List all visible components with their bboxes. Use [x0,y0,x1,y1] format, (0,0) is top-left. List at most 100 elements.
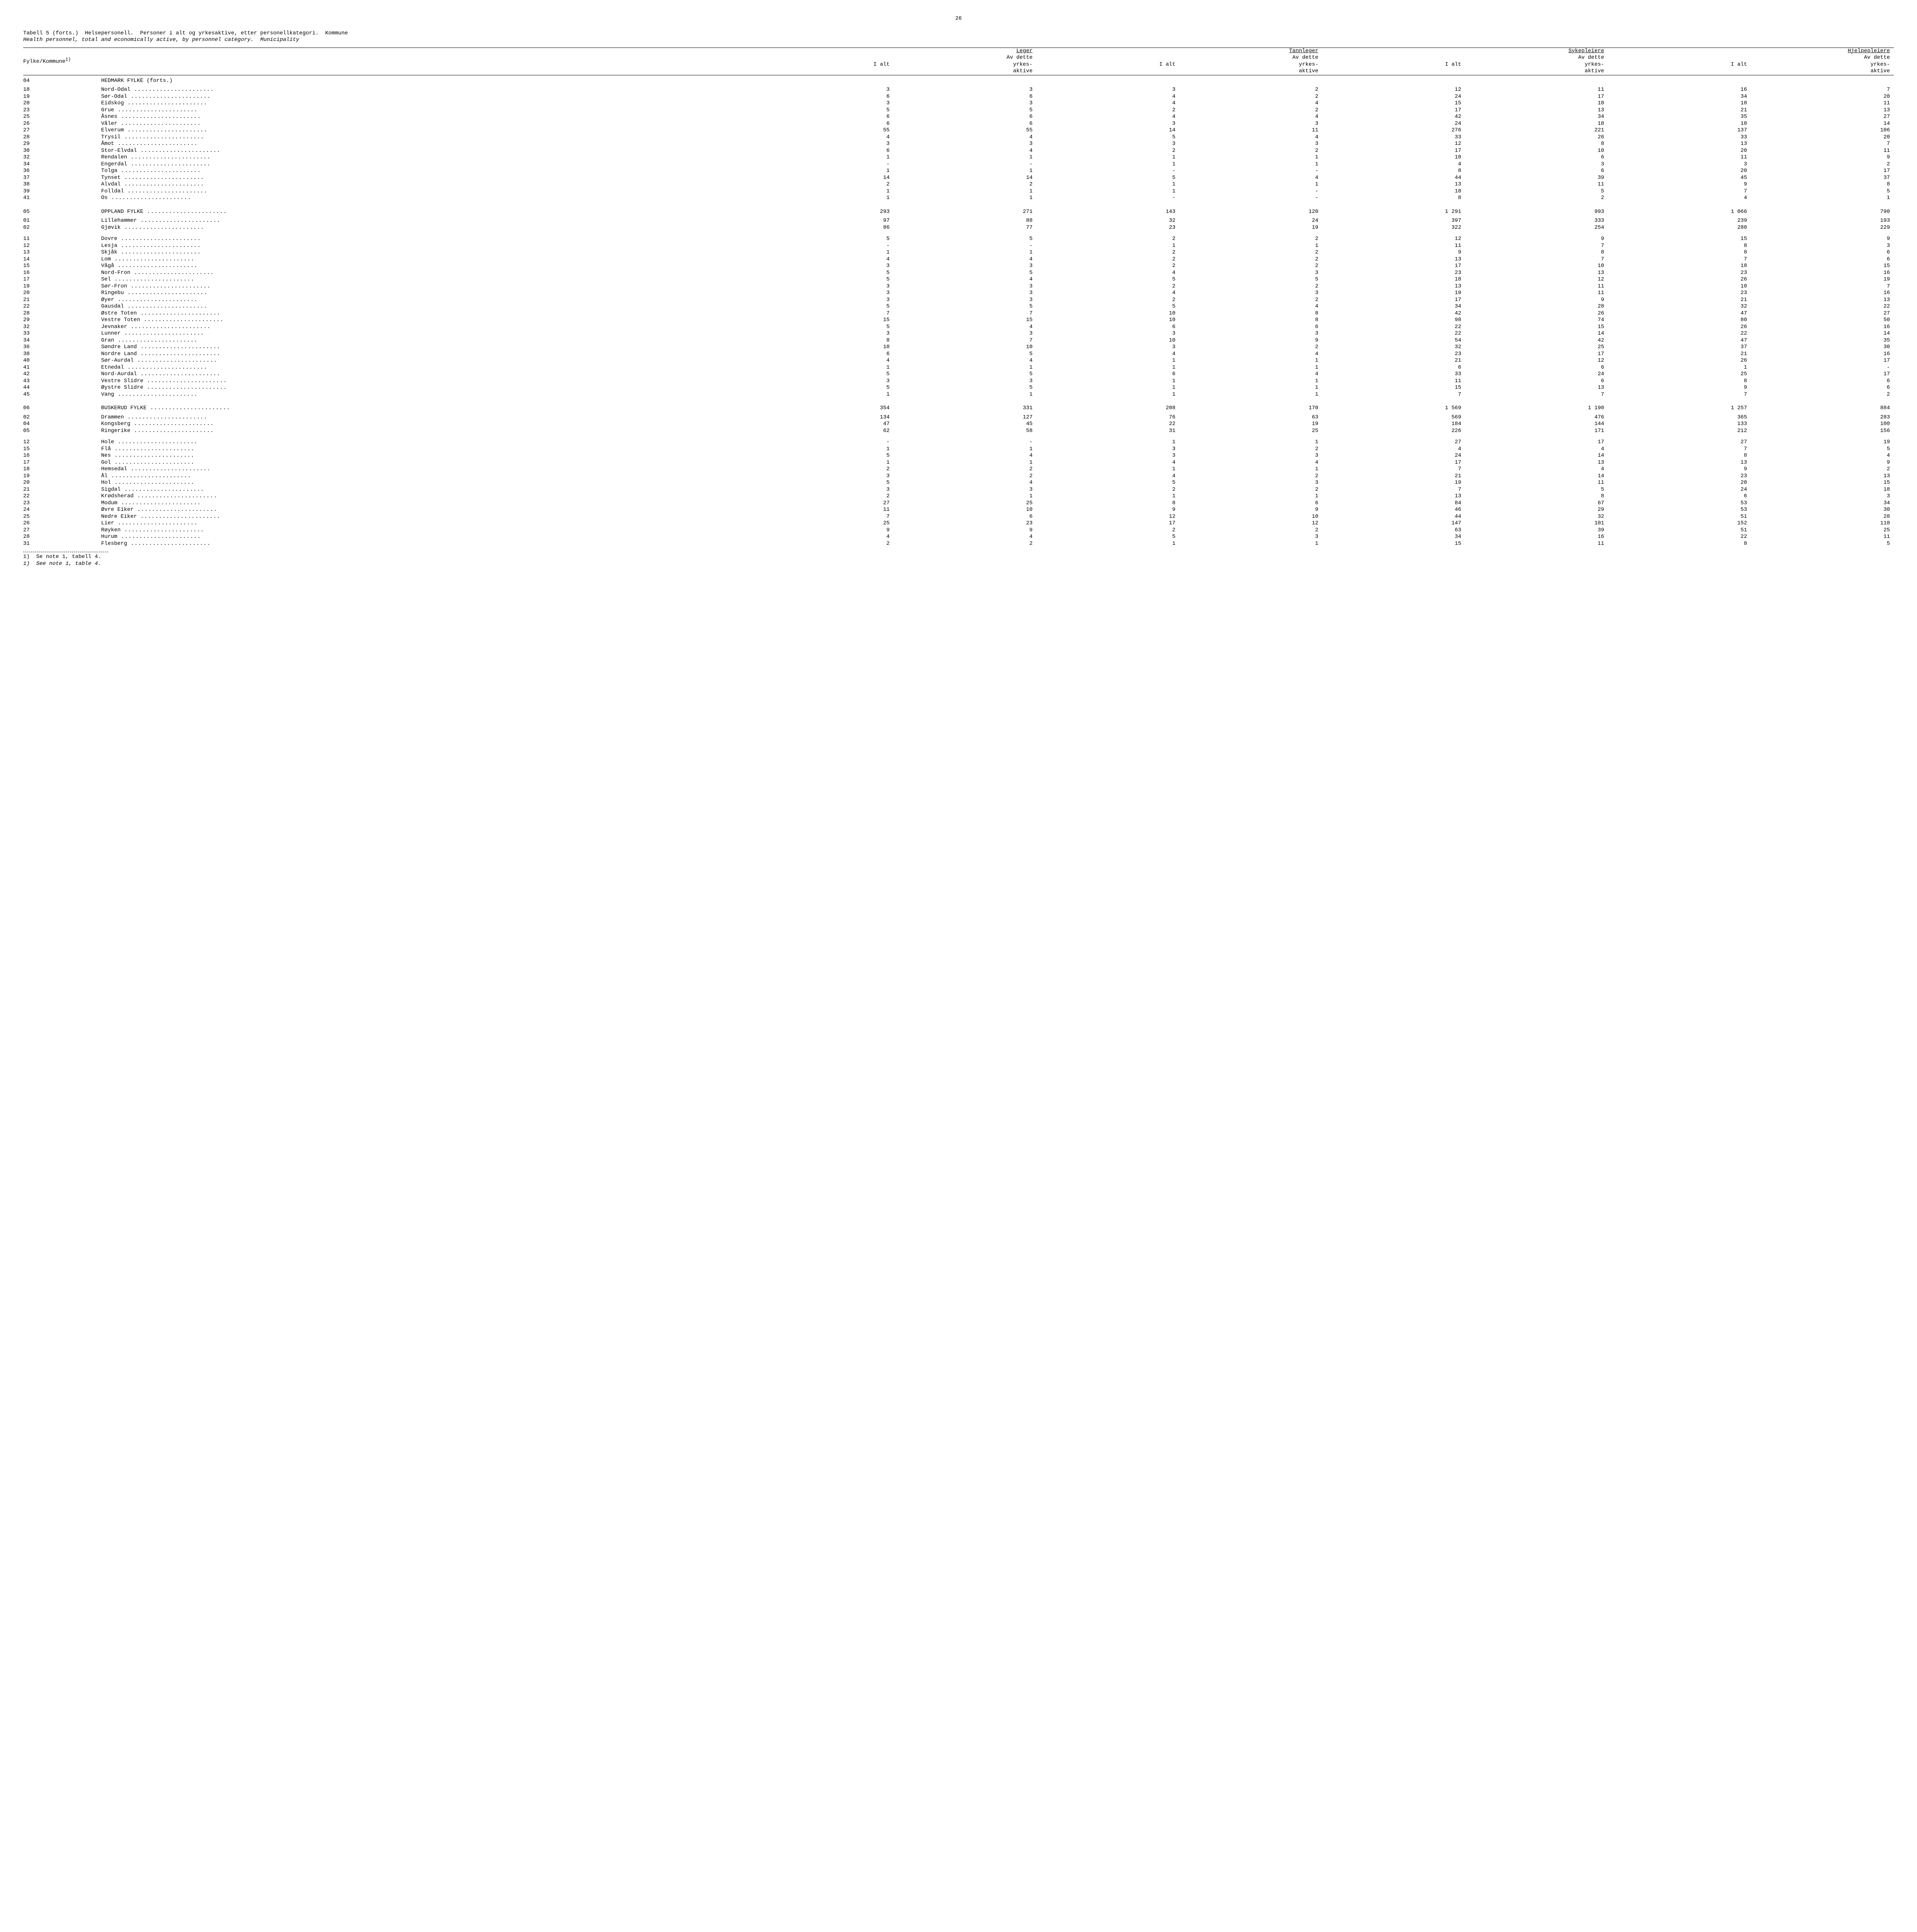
cell-value: 2 [751,466,894,473]
cell-value: 14 [1465,330,1608,337]
cell-value: 51 [1608,527,1751,534]
footnote-en: 1) See note 1, table 4. [23,561,108,568]
cell-value: 5 [894,236,1037,243]
cell-value: 9 [1465,297,1608,304]
cell-value: 2 [1179,297,1322,304]
cell-value: 17 [1751,371,1894,378]
table-row: 01Lillehammer97883224397333239193 [23,218,1894,224]
table-row [23,202,1894,206]
cell-value: 25 [1751,527,1894,534]
row-code: 41 [23,195,101,202]
row-header-label: Fylke/Kommune [23,59,65,65]
cell-value: 3 [894,100,1037,107]
cell-value: 1 [1179,161,1322,168]
cell-value: 11 [1465,181,1608,188]
cell-value: 12 [1322,87,1465,94]
cell-value: 1 [1037,391,1180,398]
cell-value: 5 [751,107,894,114]
cell-value: 5 [1037,175,1180,182]
cell-value: 7 [1608,391,1751,398]
table-row: 20Ringebu334319112316 [23,290,1894,297]
table-row [23,434,1894,439]
row-code: 42 [23,371,101,378]
row-name: Gjøvik [101,224,751,231]
cell-value: 3 [1037,121,1180,128]
row-code: 05 [23,428,101,435]
cell-value: 47 [1608,337,1751,344]
cell-value: 1 [1037,357,1180,364]
cell-value: 4 [894,276,1037,283]
cell-value: 11 [1751,100,1894,107]
cell-value: 5 [751,303,894,310]
cell-value: 993 [1465,206,1608,218]
cell-value: 11 [1465,87,1608,94]
cell-value: 790 [1751,206,1894,218]
table-title: Tabell 5 (forts.) Helsepersonell. Person… [23,30,1894,44]
cell-value: 2 [894,541,1037,548]
cell-value: 11 [1322,378,1465,385]
cell-value: 12 [1037,514,1180,520]
table-row: 37Tynset14145444394537 [23,175,1894,182]
cell-value: 4 [1608,195,1751,202]
cell-value: 35 [1751,337,1894,344]
cell-value: 2 [1179,486,1322,493]
cell-value: 1 [1037,154,1180,161]
cell-value: 5 [894,107,1037,114]
row-code: 38 [23,181,101,188]
cell-value: 1 [1751,195,1894,202]
cell-value: 27 [1608,439,1751,446]
cell-value: 5 [1179,276,1322,283]
table-row: 22Gausdal555434283222 [23,303,1894,310]
cell-value: - [751,243,894,250]
cell-value: 14 [1465,452,1608,459]
cell-value: 1 [894,493,1037,500]
cell-value: 5 [751,452,894,459]
cell-value: 20 [1751,134,1894,141]
cell-value: 11 [1608,154,1751,161]
cell-value: 354 [751,403,894,414]
cell-value: 322 [1322,224,1465,231]
cell-value: 15 [1751,480,1894,486]
row-name: Gol [101,459,751,466]
cell-value: 17 [1465,351,1608,358]
cell-value: 9 [1179,337,1322,344]
cell-value: 17 [1751,357,1894,364]
table-row: 04HEDMARK FYLKE (forts.) [23,75,1894,87]
cell-value: 1 [1179,466,1322,473]
cell-value: 4 [894,134,1037,141]
cell-value: 3 [1179,330,1322,337]
cell-value: 17 [1751,168,1894,175]
cell-value: 1 [1179,391,1322,398]
cell-value: 8 [1322,195,1465,202]
table-row: 17Sel545518122619 [23,276,1894,283]
cell-value: 1 [751,391,894,398]
cell-value: 27 [1322,439,1465,446]
cell-value: 2 [1751,391,1894,398]
cell-value: 12 [1465,276,1608,283]
row-code: 40 [23,357,101,364]
cell-value: 9 [1608,384,1751,391]
row-name: Nordre Land [101,351,751,358]
table-row: 21Sigdal3322752418 [23,486,1894,493]
cell-value: 5 [894,303,1037,310]
footnote-no: 1) Se note 1, tabell 4. [23,554,108,561]
cell-value: 271 [894,206,1037,218]
cell-value: 1 [1179,243,1322,250]
cell-value: 16 [1465,534,1608,541]
row-name: Øystre Slidre [101,384,751,391]
cell-value: 7 [751,514,894,520]
table-row: 23Grue552217132113 [23,107,1894,114]
cell-value: 1 [751,168,894,175]
row-name: Nord-Fron [101,270,751,277]
cell-value: 5 [751,270,894,277]
cell-value: 15 [894,317,1037,324]
cell-value: 3 [1037,141,1180,148]
cell-value: 3 [1751,493,1894,500]
table-row: 29Åmot3333128137 [23,141,1894,148]
row-code: 45 [23,391,101,398]
cell-value: 7 [894,310,1037,317]
row-code: 29 [23,141,101,148]
cell-value: 33 [1322,134,1465,141]
cell-value: 1 [751,249,894,256]
cell-value: 144 [1465,421,1608,428]
